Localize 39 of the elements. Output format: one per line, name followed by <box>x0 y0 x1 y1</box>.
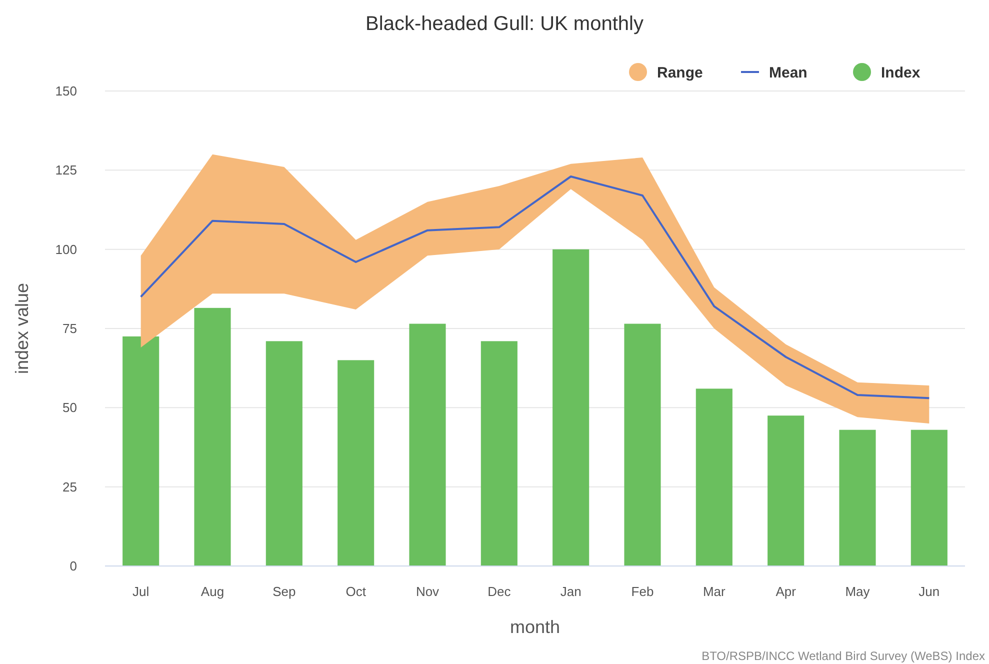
x-tick-label: Sep <box>272 584 296 599</box>
x-tick-label: Nov <box>416 584 440 599</box>
bar <box>552 249 590 566</box>
legend-label: Mean <box>769 64 808 82</box>
y-tick-label: 150 <box>55 84 77 99</box>
legend-label: Range <box>657 64 703 82</box>
bar <box>338 360 374 566</box>
x-tick-label: Feb <box>631 584 654 599</box>
legend-label: Index <box>881 64 921 82</box>
x-tick-label: Jun <box>918 584 940 599</box>
x-tick-label: May <box>845 584 870 599</box>
y-tick-label: 125 <box>55 162 77 178</box>
bar <box>910 430 948 566</box>
x-tick-label: Dec <box>488 584 512 599</box>
y-tick-label: 100 <box>55 242 77 257</box>
x-tick-label: Apr <box>776 584 797 599</box>
x-tick-label: Aug <box>200 584 224 599</box>
y-tick-label: 25 <box>62 479 77 494</box>
line-series <box>140 176 930 400</box>
text: BTO/RSPB/INCC Wetland Bird Survey (WeBS) Index <box>702 649 985 663</box>
bar <box>194 308 231 566</box>
y-axis-title: index value <box>12 282 32 374</box>
x-tick-label: Mar <box>702 584 726 599</box>
chart-title: Black-headed Gull: UK monthly <box>366 13 644 35</box>
y-tick-label: 50 <box>62 400 77 416</box>
x-tick-label: Jul <box>132 584 150 599</box>
y-tick-label: 75 <box>62 321 77 336</box>
bar <box>266 341 302 566</box>
bar <box>696 388 732 566</box>
x-tick-label: Oct <box>346 584 366 599</box>
bar <box>122 336 160 566</box>
bar <box>768 416 804 566</box>
bar <box>839 430 876 566</box>
bar <box>409 324 446 566</box>
x-tick-label: Jan <box>560 584 582 599</box>
y-tick-label: 0 <box>70 558 77 574</box>
bar <box>624 324 661 566</box>
bar <box>480 341 518 566</box>
x-axis-title: month <box>510 617 560 637</box>
